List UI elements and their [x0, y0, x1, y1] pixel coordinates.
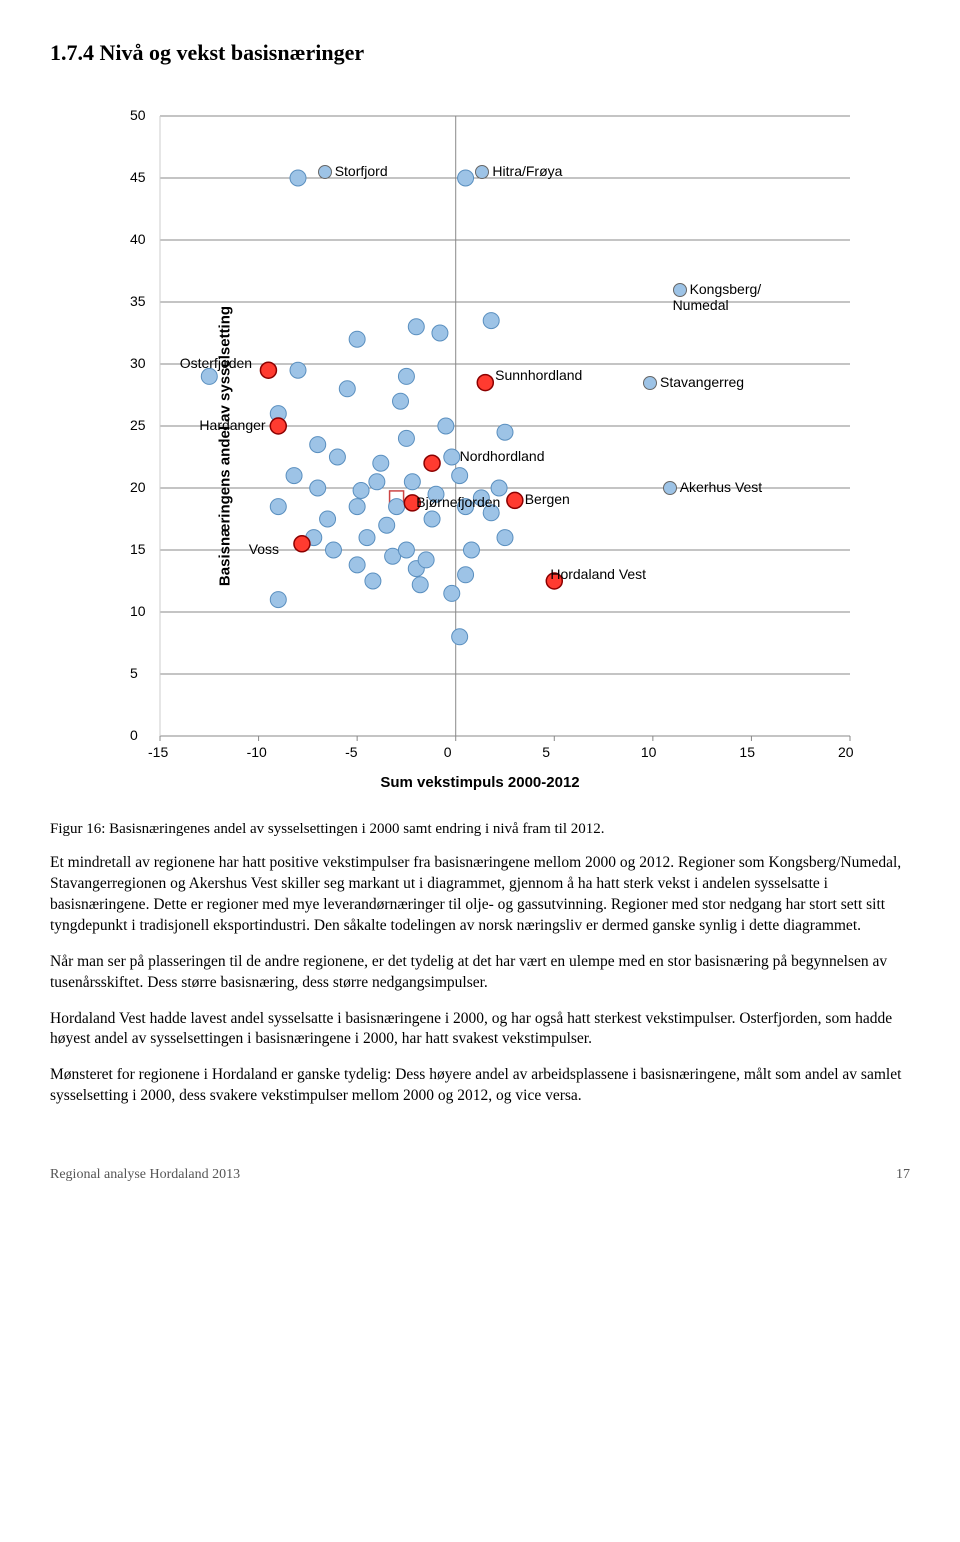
y-tick-label: 35: [130, 293, 146, 309]
x-tick-label: 10: [641, 744, 657, 760]
section-heading: 1.7.4 Nivå og vekst basisnæringer: [50, 40, 910, 66]
y-tick-label: 25: [130, 417, 146, 433]
x-tick-label: 15: [739, 744, 755, 760]
x-tick-label: -10: [247, 744, 267, 760]
chart-point-label: Stavangerreg: [643, 374, 744, 390]
footer-left: Regional analyse Hordaland 2013: [50, 1167, 240, 1182]
chart-point-label: Bergen: [525, 491, 570, 507]
x-tick-label: 5: [542, 744, 550, 760]
y-tick-label: 40: [130, 231, 146, 247]
y-tick-label: 0: [130, 727, 138, 743]
chart-point-label: Bjørnefjorden: [416, 494, 500, 510]
chart-point-label: Nordhordland: [460, 448, 545, 464]
y-axis-label: Basisnæringens andel av sysselsetting: [217, 306, 234, 586]
scatter-chart: OsterfjodenHardangerVossNordhordlandBjør…: [80, 96, 880, 796]
body-paragraph: Når man ser på plasseringen til de andre…: [50, 952, 910, 994]
body-paragraph: Hordaland Vest hadde lavest andel syssel…: [50, 1009, 910, 1051]
y-tick-label: 20: [130, 479, 146, 495]
x-tick-label: 20: [838, 744, 854, 760]
chart-point-label: Kongsberg/Numedal: [673, 281, 762, 313]
y-tick-label: 45: [130, 169, 146, 185]
y-tick-label: 30: [130, 355, 146, 371]
chart-point-label: Hitra/Frøya: [475, 163, 562, 179]
y-tick-label: 50: [130, 107, 146, 123]
y-tick-label: 15: [130, 541, 146, 557]
x-axis-label: Sum vekstimpuls 2000-2012: [380, 774, 579, 791]
y-tick-label: 5: [130, 665, 138, 681]
x-tick-label: -5: [345, 744, 357, 760]
chart-point-label: Akerhus Vest: [663, 479, 763, 495]
footer-page-number: 17: [896, 1167, 910, 1183]
chart-point-label: Storfjord: [318, 163, 388, 179]
body-paragraph: Et mindretall av regionene har hatt posi…: [50, 853, 910, 937]
chart-point-label: Hordaland Vest: [550, 566, 646, 582]
chart-svg: [80, 96, 880, 796]
chart-point-label: Sunnhordland: [495, 367, 582, 383]
x-tick-label: -15: [148, 744, 168, 760]
body-paragraph: Mønsteret for regionene i Hordaland er g…: [50, 1065, 910, 1107]
y-tick-label: 10: [130, 603, 146, 619]
chart-point-label: Voss: [249, 541, 279, 557]
x-tick-label: 0: [444, 744, 452, 760]
figure-caption: Figur 16: Basisnæringenes andel av sysse…: [50, 821, 910, 838]
page-footer: Regional analyse Hordaland 2013 17: [50, 1167, 910, 1183]
